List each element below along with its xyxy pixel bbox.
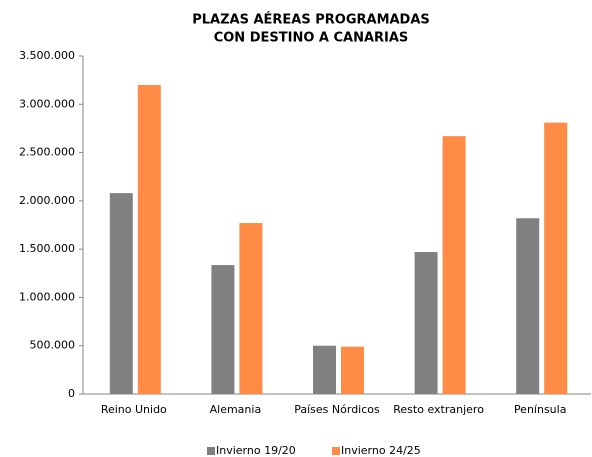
x-tick-label: Resto extranjero — [393, 403, 484, 416]
bar — [211, 265, 235, 394]
bar — [442, 136, 466, 394]
legend-label: Invierno 24/25 — [341, 444, 421, 457]
y-tick-label: 2.500.000 — [19, 146, 75, 159]
bar — [544, 122, 568, 395]
bar — [313, 345, 336, 394]
bar — [516, 218, 540, 394]
chart-title: CON DESTINO A CANARIAS — [214, 31, 409, 46]
y-tick-label: 1.500.000 — [19, 242, 75, 255]
bar — [239, 223, 263, 394]
x-tick-label: Alemania — [210, 403, 262, 416]
y-tick-label: 2.000.000 — [19, 194, 75, 207]
x-tick-label: Países Nórdicos — [294, 403, 380, 416]
chart-title: PLAZAS AÉREAS PROGRAMADAS — [192, 12, 430, 28]
legend-swatch — [332, 447, 340, 455]
bar — [414, 252, 438, 394]
bar — [137, 84, 161, 394]
y-tick-label: 3.500.000 — [19, 49, 75, 62]
x-tick-label: Reino Unido — [101, 403, 167, 416]
x-tick-label: Península — [514, 403, 567, 416]
y-tick-label: 1.000.000 — [19, 290, 75, 303]
y-tick-label: 0 — [68, 387, 75, 400]
legend-label: Invierno 19/20 — [216, 444, 296, 457]
legend-swatch — [207, 447, 215, 455]
y-tick-label: 3.000.000 — [19, 97, 75, 110]
bar — [341, 346, 364, 394]
y-tick-label: 500.000 — [30, 339, 76, 352]
bar — [109, 193, 133, 394]
